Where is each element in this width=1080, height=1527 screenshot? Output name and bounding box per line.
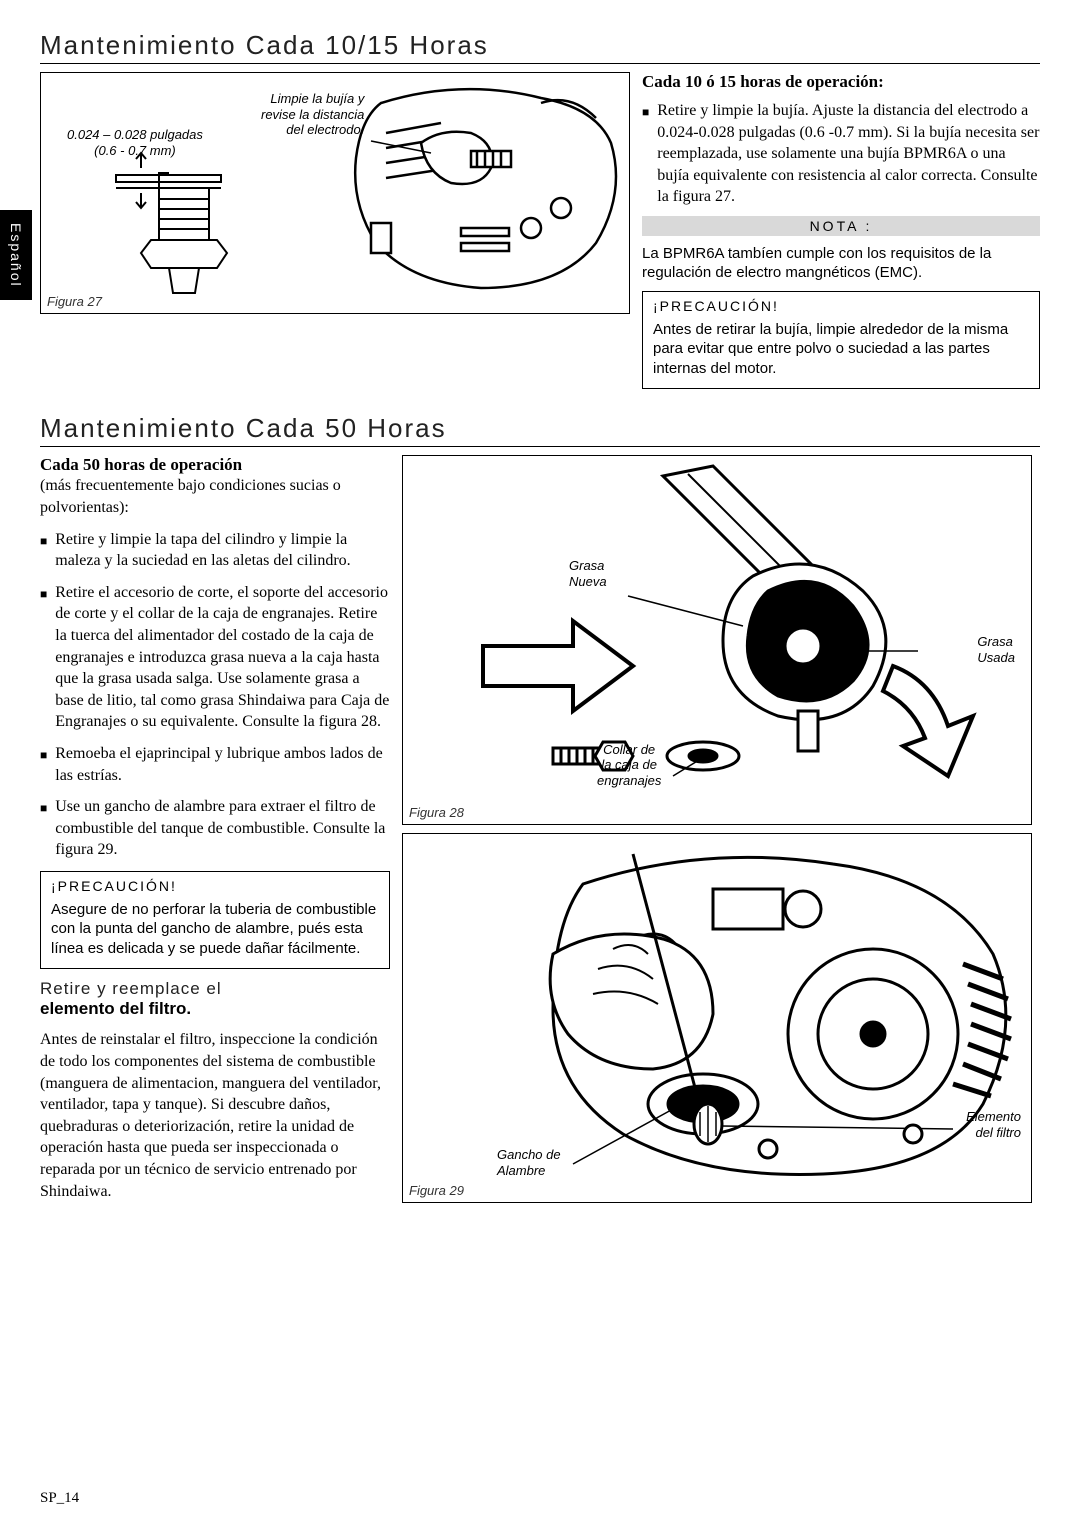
- caution-text-1: Antes de retirar la bujía, limpie alrede…: [653, 320, 1029, 379]
- page-number: SP_14: [40, 1490, 79, 1507]
- figure-28-label-collar: Collar de la caja de engranajes: [597, 742, 661, 789]
- section-2-intro: Cada 50 horas de operación (más frecuent…: [40, 455, 390, 518]
- nota-text: La BPMR6A tambíen cumple con los requisi…: [642, 244, 1040, 283]
- section-1-bullet-text: Retire y limpie la bujía. Ajuste la dist…: [657, 100, 1040, 208]
- bullet-icon: ■: [40, 533, 47, 572]
- section-2-figures: Grasa Nueva Grasa Usada Collar de la caj…: [402, 455, 1040, 1203]
- section-1-content: 0.024 – 0.028 pulgadas (0.6 - 0.7 mm) Li…: [40, 72, 1040, 389]
- figure-29: Gancho de Alambre Elemento del filtro Fi…: [402, 833, 1032, 1203]
- bullet-1-text: Retire y limpie la tapa del cilindro y l…: [55, 529, 390, 572]
- figure-28-caption: Figura 28: [409, 805, 464, 820]
- figure-29-caption: Figura 29: [409, 1183, 464, 1198]
- caution-text-2: Asegure de no perforar la tuberia de com…: [51, 900, 379, 959]
- filter-subheading-line2: elemento del filtro.: [40, 999, 390, 1019]
- figure-27-gap-label: 0.024 – 0.028 pulgadas (0.6 - 0.7 mm): [67, 127, 203, 158]
- bullet-icon: ■: [40, 747, 47, 786]
- section-2-bullet-1: ■ Retire y limpie la tapa del cilindro y…: [40, 529, 390, 572]
- section-2-bullet-4: ■ Use un gancho de alambre para extraer …: [40, 796, 390, 861]
- bullet-icon: ■: [642, 104, 649, 208]
- figure-28-label-new-grease: Grasa Nueva: [569, 558, 607, 589]
- figure-27: 0.024 – 0.028 pulgadas (0.6 - 0.7 mm) Li…: [40, 72, 630, 314]
- caution-title-1: ¡PRECAUCIÓN!: [653, 298, 1029, 314]
- figure-27-caption: Figura 27: [47, 294, 102, 309]
- figure-29-label-wire-hook: Gancho de Alambre: [497, 1147, 561, 1178]
- section-2-content: Cada 50 horas de operación (más frecuent…: [40, 455, 1040, 1203]
- figure-28: Grasa Nueva Grasa Usada Collar de la caj…: [402, 455, 1032, 825]
- bullet-icon: ■: [40, 586, 47, 733]
- section-2-text-column: Cada 50 horas de operación (más frecuent…: [40, 455, 390, 1203]
- bullet-3-text: Remoeba el ejaprincipal y lubrique ambos…: [55, 743, 390, 786]
- section-1-subheading: Cada 10 ó 15 horas de operación:: [642, 72, 1040, 92]
- caution-box-2: ¡PRECAUCIÓN! Asegure de no perforar la t…: [40, 871, 390, 970]
- filter-subheading: Retire y reemplace el elemento del filtr…: [40, 979, 390, 1019]
- section-1-heading: Mantenimiento Cada 10/15 Horas: [40, 30, 1040, 64]
- section-1-text-column: Cada 10 ó 15 horas de operación: ■ Retir…: [642, 72, 1040, 389]
- caution-title-2: ¡PRECAUCIÓN!: [51, 878, 379, 894]
- figure-28-label-used-grease: Grasa Usada: [977, 634, 1015, 665]
- section-2-bullet-2: ■ Retire el accesorio de corte, el sopor…: [40, 582, 390, 733]
- figure-27-clean-label: Limpie la bujía y revise la distancia de…: [261, 91, 364, 138]
- section-2-heading: Mantenimiento Cada 50 Horas: [40, 413, 1040, 447]
- bullet-4-text: Use un gancho de alambre para extraer el…: [55, 796, 390, 861]
- section-2-bullet-3: ■ Remoeba el ejaprincipal y lubrique amb…: [40, 743, 390, 786]
- section-2-subtext: (más frecuentemente bajo condiciones suc…: [40, 477, 341, 516]
- caution-box-1: ¡PRECAUCIÓN! Antes de retirar la bujía, …: [642, 291, 1040, 390]
- figure-29-label-filter-element: Elemento del filtro: [966, 1109, 1021, 1140]
- bullet-2-text: Retire el accesorio de corte, el soporte…: [55, 582, 390, 733]
- section-1-bullet: ■ Retire y limpie la bujía. Ajuste la di…: [642, 100, 1040, 208]
- bullet-icon: ■: [40, 800, 47, 861]
- section-2-subheading: Cada 50 horas de operación: [40, 455, 242, 474]
- nota-label: NOTA :: [642, 216, 1040, 236]
- filter-body-text: Antes de reinstalar el filtro, inspeccio…: [40, 1029, 390, 1202]
- language-tab: Español: [0, 210, 32, 300]
- filter-subheading-line1: Retire y reemplace el: [40, 979, 390, 999]
- gearcase-illustration: [403, 456, 1033, 826]
